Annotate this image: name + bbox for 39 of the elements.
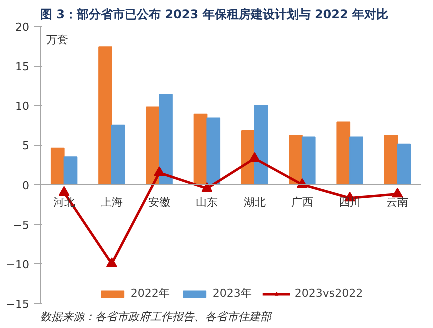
- x-tick-label: 安徽: [148, 196, 171, 209]
- y-tick-label: 5: [22, 140, 30, 153]
- y-tick-label: 10: [16, 100, 30, 114]
- bar: [254, 105, 268, 186]
- point: [106, 258, 118, 268]
- point: [154, 166, 166, 176]
- y-tick-label: 20: [16, 21, 30, 34]
- bar: [206, 118, 221, 186]
- bar: [159, 94, 173, 186]
- bar: [397, 144, 412, 186]
- legend-label: 2023年: [212, 286, 252, 301]
- y-tick-label: −15: [6, 298, 30, 311]
- bar: [64, 156, 78, 186]
- legend-label: 2023vs2022: [294, 287, 364, 300]
- bar: [350, 136, 364, 186]
- y-axis-title: 万套: [46, 34, 68, 46]
- y-tick-label: −10: [6, 258, 30, 272]
- y-tick-label: 15: [16, 60, 30, 74]
- source-note: 数据来源：各省市政府工作报告、各省市住建部: [40, 310, 274, 324]
- bar: [384, 135, 398, 186]
- y-tick-label: −5: [13, 218, 30, 232]
- point: [58, 186, 70, 196]
- x-tick-label: 四川: [339, 196, 362, 209]
- point: [202, 182, 213, 192]
- bar: [50, 148, 65, 186]
- y-tick-label: 0: [22, 179, 30, 192]
- x-tick-label: 上海: [100, 196, 123, 209]
- bar: [98, 46, 112, 186]
- bar: [336, 122, 351, 186]
- chart-title: 图 3：部分省市已公布 2023 年保租房建设计划与 2022 年对比: [40, 8, 389, 22]
- point: [249, 152, 260, 162]
- x-tick-label: 山东: [196, 196, 218, 209]
- x-tick-label: 广西: [291, 196, 314, 209]
- bar: [111, 124, 126, 186]
- x-tick-label: 湖北: [244, 196, 266, 209]
- legend-label: 2022年: [130, 286, 170, 301]
- point: [392, 188, 404, 198]
- bar: [302, 136, 316, 186]
- x-tick-label: 云南: [386, 196, 409, 209]
